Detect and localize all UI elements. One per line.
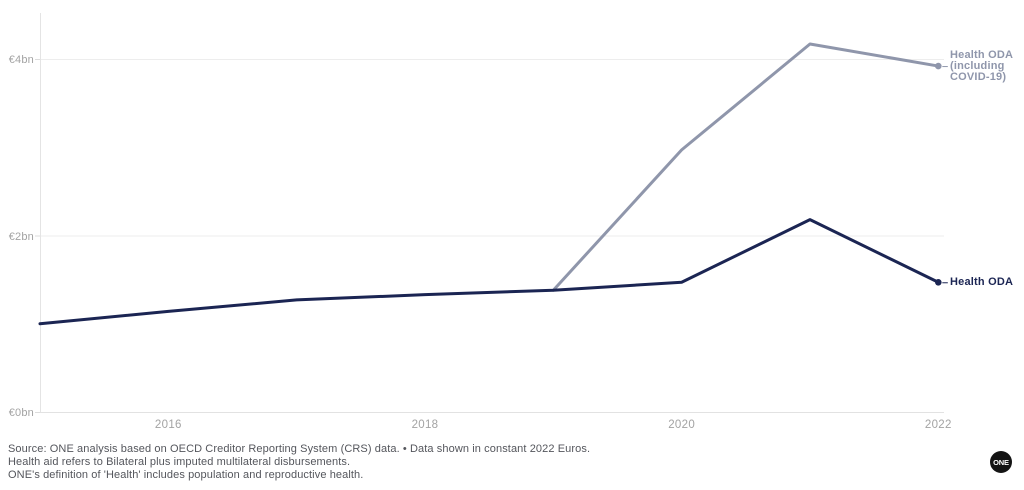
footnote-health-aid: Health aid refers to Bilateral plus impu… xyxy=(8,456,351,468)
series-line-1 xyxy=(38,218,940,326)
series-endpoint-dot-1 xyxy=(935,278,942,286)
series-endpoint-dot-0 xyxy=(935,62,942,70)
chart-plot-area xyxy=(35,13,948,413)
footnote-source: Source: ONE analysis based on OECD Credi… xyxy=(8,443,591,455)
series-line-0 xyxy=(551,42,940,292)
chart-footnotes: Source: ONE analysis based on OECD Credi… xyxy=(8,443,590,482)
footnote-definition: ONE's definition of 'Health' includes po… xyxy=(8,469,364,481)
one-logo: ONE xyxy=(990,451,1012,473)
one-logo-text: ONE xyxy=(993,457,1009,467)
